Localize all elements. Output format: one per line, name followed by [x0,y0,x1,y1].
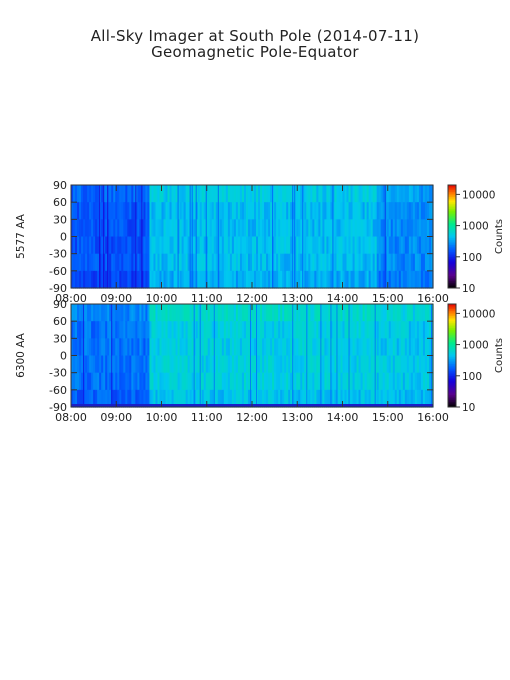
x-tick-label: 13:00 [281,411,313,424]
colorbar-tick-label: 1000 [462,340,489,352]
chart-title: All-Sky Imager at South Pole (2014-07-11… [90,27,420,45]
y-axis-label: 6300 AA [15,332,27,378]
colorbar-tick-label: 1000 [462,221,489,233]
x-tick-label: 15:00 [372,411,404,424]
plot-frame [70,184,434,289]
colorbar-label: Counts [494,219,505,254]
y-tick-label: -30 [49,248,67,261]
y-tick-label: -60 [49,265,67,278]
x-tick-label: 10:00 [146,411,178,424]
plot-frame [70,303,434,408]
y-axis-label: 5577 AA [15,213,27,259]
colorbar-tick-label: 10000 [462,308,495,320]
x-tick-label: 10:00 [146,292,178,305]
y-tick-label: 0 [60,231,67,244]
y-tick-label: -30 [49,367,67,380]
x-tick-label: 11:00 [191,292,223,305]
x-tick-label: 15:00 [372,292,404,305]
y-tick-label: 90 [53,298,67,311]
y-tick-label: 90 [53,179,67,192]
y-tick-label: 60 [53,196,67,209]
x-tick-label: 09:00 [100,292,132,305]
colorbar-tick-label: 100 [462,252,482,264]
y-tick-label: 30 [53,213,67,226]
x-tick-label: 12:00 [236,411,268,424]
x-tick-label: 12:00 [236,292,268,305]
colorbar-frame [447,303,457,408]
y-tick-label: 60 [53,315,67,328]
heatmap-image [71,304,434,408]
y-tick-label: -90 [49,282,67,295]
colorbar-label: Counts [494,338,505,373]
x-tick-label: 14:00 [327,292,359,305]
colorbar: 10 100 1000 10000 Counts [447,303,505,414]
x-tick-label: 08:00 [55,411,87,424]
chart-subtitle: Geomagnetic Pole-Equator [151,43,359,61]
x-tick-label: 14:00 [327,411,359,424]
y-tick-label: 30 [53,332,67,345]
y-tick-label: -60 [49,384,67,397]
colorbar-tick-label: 10000 [462,189,495,201]
heatmap-image [71,185,434,289]
x-tick-label: 09:00 [100,411,132,424]
x-tick-label: 08:00 [55,292,87,305]
colorbar-frame [447,184,457,289]
x-tick-label: 13:00 [281,292,313,305]
y-tick-label: -90 [49,401,67,414]
x-tick-label: 16:00 [417,411,449,424]
horizon-band [71,404,433,407]
colorbar-tick-label: 10 [462,402,475,414]
colorbar: 10 100 1000 10000 Counts [447,184,505,295]
colorbar-tick-label: 100 [462,371,482,383]
y-tick-label: 0 [60,350,67,363]
x-tick-label: 16:00 [417,292,449,305]
x-tick-label: 11:00 [191,411,223,424]
colorbar-tick-label: 10 [462,283,475,295]
